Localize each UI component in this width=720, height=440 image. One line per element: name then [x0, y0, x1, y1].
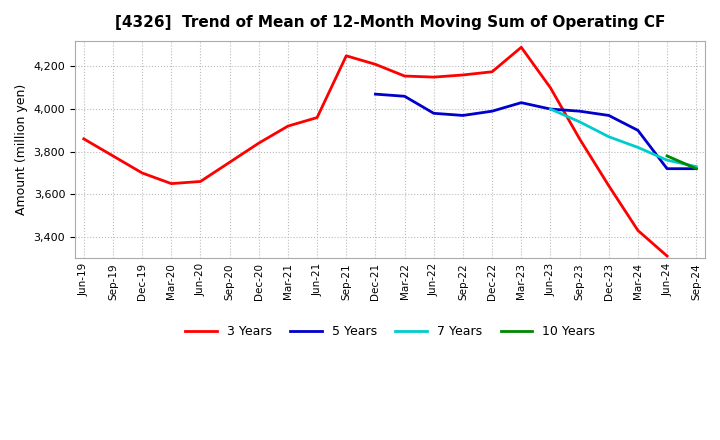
3 Years: [634, 228, 642, 233]
Line: 5 Years: 5 Years: [375, 94, 696, 169]
3 Years: [517, 44, 526, 50]
3 Years: [138, 170, 146, 176]
Line: 10 Years: 10 Years: [667, 156, 696, 169]
Line: 3 Years: 3 Years: [84, 47, 667, 256]
5 Years: [459, 113, 467, 118]
5 Years: [517, 100, 526, 105]
5 Years: [634, 128, 642, 133]
7 Years: [663, 158, 672, 163]
3 Years: [167, 181, 176, 186]
3 Years: [79, 136, 88, 142]
3 Years: [196, 179, 204, 184]
5 Years: [400, 94, 409, 99]
5 Years: [663, 166, 672, 171]
3 Years: [225, 160, 234, 165]
Legend: 3 Years, 5 Years, 7 Years, 10 Years: 3 Years, 5 Years, 7 Years, 10 Years: [180, 320, 600, 343]
3 Years: [429, 74, 438, 80]
3 Years: [342, 53, 351, 59]
5 Years: [575, 109, 584, 114]
Line: 7 Years: 7 Years: [550, 109, 696, 167]
3 Years: [254, 140, 263, 146]
10 Years: [663, 153, 672, 158]
5 Years: [371, 92, 379, 97]
7 Years: [546, 106, 554, 112]
7 Years: [604, 134, 613, 139]
3 Years: [546, 85, 554, 90]
3 Years: [371, 62, 379, 67]
3 Years: [312, 115, 321, 120]
3 Years: [575, 136, 584, 142]
10 Years: [692, 166, 701, 171]
Y-axis label: Amount (million yen): Amount (million yen): [15, 84, 28, 215]
5 Years: [487, 109, 496, 114]
5 Years: [429, 111, 438, 116]
Title: [4326]  Trend of Mean of 12-Month Moving Sum of Operating CF: [4326] Trend of Mean of 12-Month Moving …: [114, 15, 665, 30]
3 Years: [400, 73, 409, 79]
7 Years: [634, 145, 642, 150]
5 Years: [692, 166, 701, 171]
3 Years: [459, 72, 467, 77]
3 Years: [487, 69, 496, 74]
3 Years: [604, 183, 613, 188]
3 Years: [663, 253, 672, 259]
7 Years: [692, 164, 701, 169]
5 Years: [546, 106, 554, 112]
3 Years: [109, 153, 117, 158]
3 Years: [284, 124, 292, 129]
7 Years: [575, 119, 584, 125]
5 Years: [604, 113, 613, 118]
